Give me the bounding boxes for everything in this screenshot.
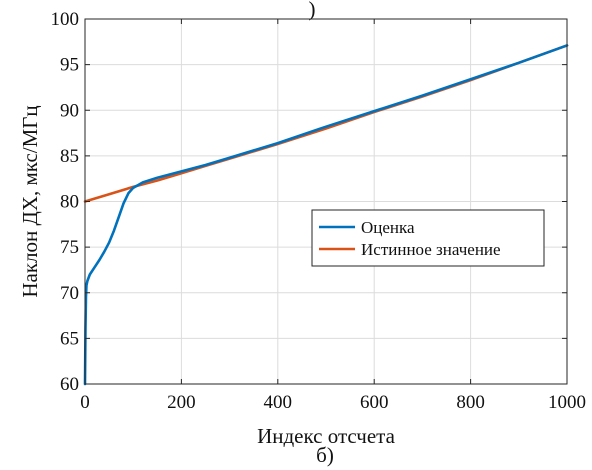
x-tick-label: 600	[360, 392, 389, 413]
y-tick-label: 80	[60, 192, 79, 213]
legend-label-1: Истинное значение	[361, 240, 501, 259]
y-tick-label: 75	[60, 237, 79, 258]
y-tick-label: 90	[60, 100, 79, 121]
y-tick-label: 70	[60, 283, 79, 304]
figure-caption: б)	[316, 443, 334, 467]
legend: Оценка Истинное значение	[311, 209, 545, 267]
legend-label-0: Оценка	[361, 218, 415, 237]
x-tick-label: 0	[80, 392, 90, 413]
top-fragment: )	[309, 0, 316, 21]
tick-labels: 0 200 400 600 800 1000 60 65 70 75 80 85 90 95 100	[51, 9, 587, 413]
x-tick-label: 400	[264, 392, 293, 413]
x-tick-label: 1000	[548, 392, 586, 413]
grid	[84, 18, 568, 385]
y-axis-label: Наклон ДХ, мкс/МГц	[18, 105, 42, 297]
y-tick-label: 85	[60, 146, 79, 167]
legend-box	[311, 209, 545, 267]
x-tick-label: 800	[456, 392, 485, 413]
x-axis-label: Индекс отсчета	[257, 424, 396, 448]
y-tick-label: 100	[51, 9, 80, 30]
y-tick-label: 65	[60, 328, 79, 349]
y-tick-label: 95	[60, 55, 79, 76]
series-line-0	[83, 44, 569, 386]
x-tick-label: 200	[167, 392, 196, 413]
plot-lines	[83, 44, 569, 386]
y-tick-label: 60	[60, 374, 79, 395]
ticks	[84, 18, 568, 385]
